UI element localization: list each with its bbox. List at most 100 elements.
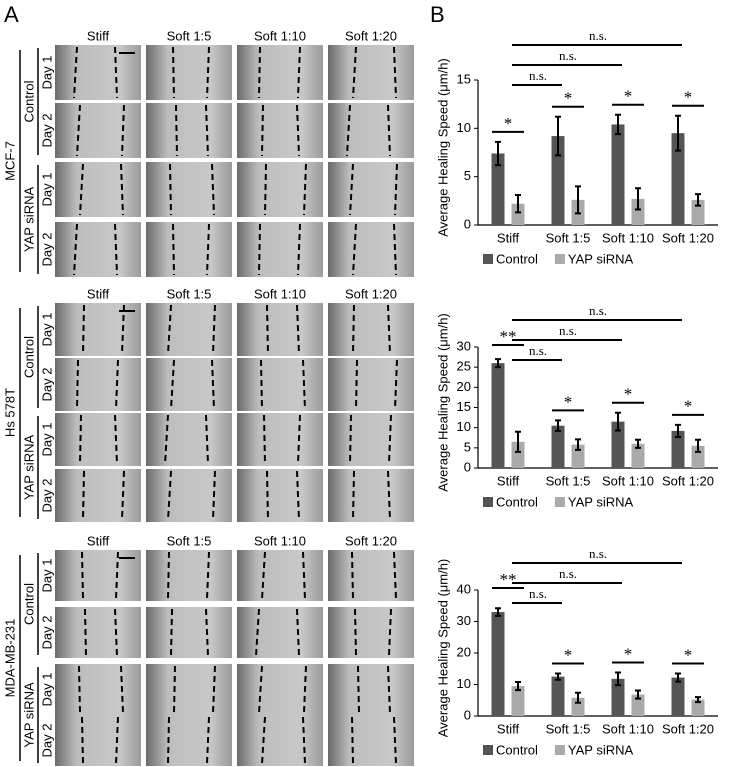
micrograph [146,664,232,715]
bar [571,697,585,716]
legend-label: YAP siRNA [568,494,634,509]
wound-edge [387,665,391,714]
ns-label: n.s. [589,303,607,318]
cell-line: MDA-MB-231 [2,619,17,698]
wound-edge [263,414,266,465]
y-tick-label: 40 [457,581,471,596]
wound-edge [206,46,210,99]
micrograph [55,469,141,522]
legend-swatch [554,745,565,755]
error-bar [635,689,641,700]
y-tick-label: 10 [457,419,471,434]
wound-edge [78,665,81,714]
micrograph [237,413,323,466]
error-bar [555,419,561,432]
wound-edge [169,163,172,216]
column-header: Stiff [87,533,110,548]
sig-label: * [624,644,633,663]
y-tick-label: 5 [464,168,471,183]
x-tick-label: Soft 1:10 [602,721,654,736]
y-tick-label: 20 [457,379,471,394]
sig-label: * [564,392,573,411]
day-label: Day 1 [39,559,54,593]
y-tick-label: 0 [464,459,471,474]
wound-edge [266,304,269,355]
wound-edge [167,304,172,355]
bar [571,444,585,468]
wound-edge [393,46,397,99]
bar [671,133,685,225]
sig-label: * [504,114,513,133]
micrograph [146,162,232,217]
bar [631,443,645,468]
micrograph [146,303,232,356]
wound-edge [205,414,209,465]
bar [511,203,525,225]
wound-edge [76,104,81,157]
day-label: Day 2 [39,479,54,513]
y-axis-label: Average Healing Speed (μm/h) [435,58,450,237]
bar [611,678,625,716]
sig-label: * [624,385,633,404]
micrograph [328,45,414,100]
bar [691,699,705,716]
micrograph [328,358,414,411]
bar [491,612,505,716]
wound-edge [296,608,300,657]
wound-edge [121,470,125,521]
ns-label: n.s. [529,343,547,358]
wound-edge [349,163,354,216]
bar [671,677,685,716]
wound-edge [206,551,210,600]
y-tick-label: 30 [457,613,471,628]
error-bar [575,691,581,704]
wound-edge [297,46,301,99]
wound-edge [114,414,118,465]
wound-edge [303,665,307,714]
bar [551,676,565,716]
column-header: Soft 1:10 [254,533,306,548]
wound-edge [357,665,360,714]
error-bar [555,672,561,681]
wound-edge [352,46,357,99]
wound-edge [170,608,173,657]
wound-edge [82,304,85,355]
wound-edge [76,359,79,410]
bar [551,136,565,225]
error-bar [515,430,521,453]
column-header: Stiff [87,28,110,43]
wound-edge [73,46,78,99]
sig-label: * [564,89,573,108]
panel-label: A [4,2,19,27]
x-tick-label: Soft 1:5 [546,473,591,488]
wound-edge [258,46,261,99]
error-bar [615,411,621,432]
wound-edge [296,470,300,521]
group-label: Control [21,583,36,625]
wound-edge [205,104,209,157]
micrograph [146,222,232,277]
wound-edge [79,163,84,216]
legend-label: Control [496,251,538,266]
bar [611,421,625,468]
x-tick-label: Soft 1:5 [546,721,591,736]
column-header: Soft 1:5 [167,28,212,43]
wound-edge [355,359,358,410]
wound-edge [82,470,85,521]
ns-label: n.s. [559,48,577,63]
micrograph [55,222,141,277]
y-tick-label: 15 [457,71,471,86]
wound-edge [352,223,357,276]
legend-label: YAP siRNA [568,251,634,266]
micrograph [55,45,141,100]
wound-edge [120,163,124,216]
bar [631,694,645,716]
sig-label: ** [500,570,517,589]
error-bar [695,438,701,453]
ns-label: n.s. [559,566,577,581]
wound-edge [261,104,264,157]
wound-edge [346,104,351,157]
bar [631,198,645,225]
wound-edge [387,304,391,355]
sig-label: * [684,397,693,416]
